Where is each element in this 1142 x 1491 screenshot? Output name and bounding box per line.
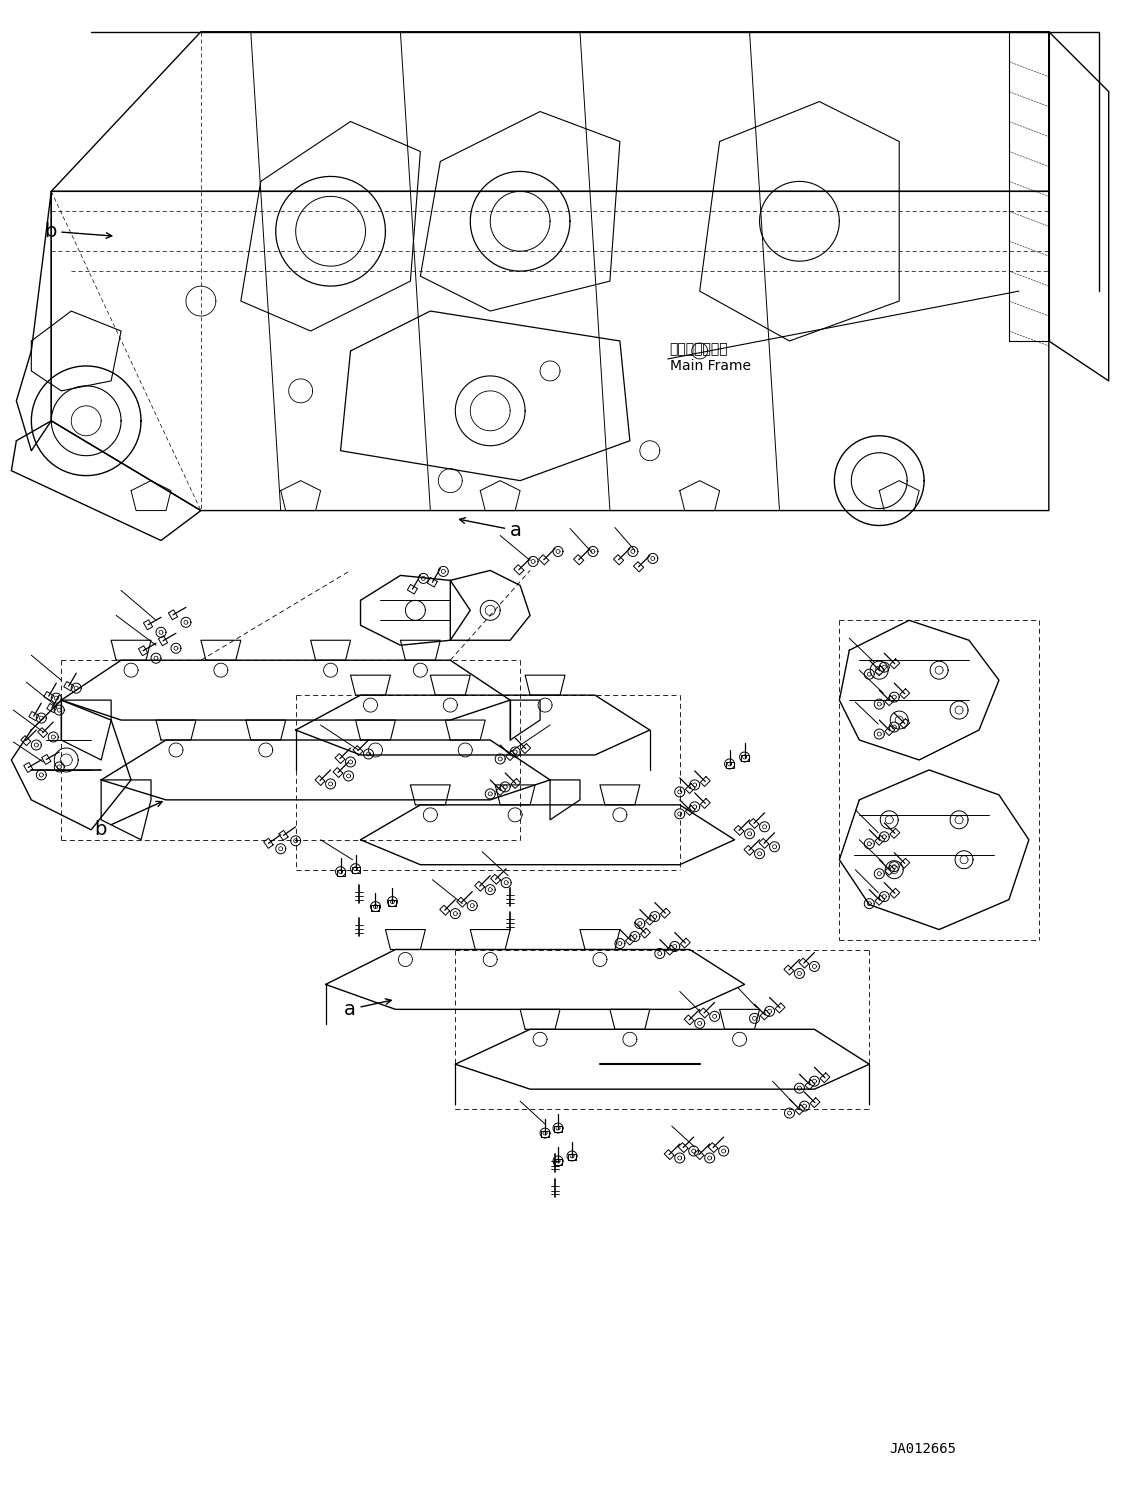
Text: a: a [459,517,522,540]
Text: メインフレーム: メインフレーム [669,341,729,356]
Text: b: b [43,222,112,240]
Text: JA012665: JA012665 [890,1442,956,1457]
Text: Main Frame: Main Frame [669,359,750,373]
Text: a: a [344,999,392,1018]
Text: b: b [94,802,162,839]
